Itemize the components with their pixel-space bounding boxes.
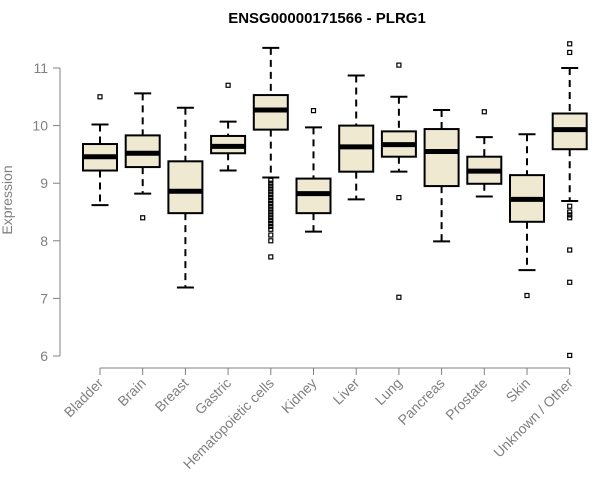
box [167,160,204,215]
outlier-point [268,189,274,195]
outlier-point [567,352,573,359]
y-tick-label: 8 [40,233,48,249]
outlier-point [567,203,573,209]
outlier-point [268,183,274,189]
outlier-point [268,206,274,212]
outlier-point [268,238,274,244]
outlier-point [268,180,274,186]
outlier-point [268,195,274,201]
box-group [551,41,588,359]
outlier-point [225,82,231,88]
box-group [210,82,247,172]
x-tick-label: Liver [330,375,363,408]
outlier-point [268,197,274,204]
y-tick-label: 6 [40,348,48,364]
box-group [167,106,204,289]
x-tick-label: Kidney [278,375,320,417]
x-tick-label: Unknown / Other [490,375,576,461]
box-group [338,74,375,201]
box-group [509,133,545,299]
outlier-point [524,292,530,299]
outlier-point [567,209,573,215]
outlier-point [268,254,274,260]
box-group [466,109,503,198]
outlier-point [268,212,274,218]
x-tick-label: Brain [114,375,148,409]
chart-title: ENSG00000171566 - PLRG1 [228,10,426,27]
y-tick-label: 11 [33,60,48,76]
y-tick-label: 7 [40,290,48,306]
outlier-point [268,223,274,229]
outlier-point [268,209,274,215]
box-group [82,94,118,207]
outlier-point [268,218,274,224]
y-axis-label: Expression [0,165,15,234]
box-group [295,108,332,233]
box-group [380,62,417,300]
outlier-point [481,109,487,115]
outlier-point [268,177,274,183]
outlier-point [268,215,274,221]
outlier-point [268,200,274,206]
x-tick-label: Gastric [192,375,235,418]
outlier-point [97,94,103,100]
outlier-point [567,279,573,285]
plot-area [82,41,588,359]
x-tick-label: Breast [152,375,192,415]
x-tick-label: Prostate [442,375,490,423]
outlier-point [567,215,573,221]
outlier-point [268,226,274,232]
y-axis: 6 7 8 9 10 11 [32,60,61,364]
box [423,128,460,188]
outlier-point [567,247,573,253]
outlier-point [310,108,317,114]
box-group [252,46,289,260]
outlier-point [268,203,274,209]
y-tick-label: 9 [40,175,48,191]
outlier-point [396,62,402,68]
outlier-point [268,220,274,227]
outlier-point [396,294,402,300]
outlier-point [140,215,146,221]
outlier-point [567,212,573,218]
outlier-point [268,232,274,238]
y-tick-label: 10 [32,118,48,134]
outlier-point [567,41,573,47]
x-tick-label: Bladder [61,375,107,421]
outlier-point [396,195,402,201]
x-tick-label: Pancreas [395,375,448,428]
outlier-point [268,186,274,192]
x-tick-label: Lung [372,375,405,408]
box-group [124,92,161,221]
x-tick-label: Skin [503,375,534,406]
outlier-point [268,192,274,198]
box-group [423,109,460,243]
outlier-point [567,49,573,56]
